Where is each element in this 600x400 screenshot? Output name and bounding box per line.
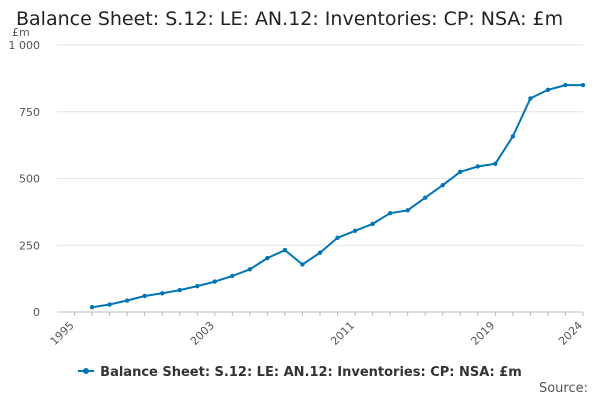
data-point <box>317 250 323 255</box>
data-point <box>300 262 305 267</box>
data-point <box>89 304 95 310</box>
legend-line-marker-icon <box>78 367 95 374</box>
x-tick-label: 2019 <box>468 319 497 348</box>
y-axis-ticks: 0 250 500 750 1 000 <box>9 39 41 319</box>
data-point <box>230 273 235 279</box>
x-tick-label: 1995 <box>48 319 77 348</box>
data-point <box>423 195 428 200</box>
y-tick-label: 0 <box>33 306 40 319</box>
data-point <box>405 208 410 213</box>
chart-title: Balance Sheet: S.12: LE: AN.12: Inventor… <box>16 8 564 30</box>
data-point <box>458 169 463 175</box>
series-line <box>91 84 583 309</box>
data-point <box>580 82 586 88</box>
data-point <box>160 291 165 296</box>
data-point <box>212 279 217 284</box>
data-point <box>440 182 445 188</box>
legend: Balance Sheet: S.12: LE: AN.12: Inventor… <box>0 365 600 380</box>
y-tick-label: 1 000 <box>9 39 41 52</box>
data-point <box>177 287 182 293</box>
data-point <box>352 228 358 234</box>
x-tick-label: 2024 <box>556 319 585 348</box>
data-point <box>545 87 551 93</box>
data-point <box>142 293 147 299</box>
data-point <box>563 82 568 88</box>
y-tick-label: 500 <box>19 173 40 186</box>
data-point <box>265 255 270 261</box>
data-point <box>282 247 288 253</box>
data-point <box>510 134 516 139</box>
data-point <box>493 161 498 167</box>
legend-label: Balance Sheet: S.12: LE: AN.12: Inventor… <box>100 365 522 380</box>
data-point <box>475 164 480 169</box>
data-point <box>528 96 533 101</box>
data-point <box>195 283 200 289</box>
data-point <box>124 298 130 303</box>
x-axis: 1995 2003 2011 2019 2024 <box>48 312 585 348</box>
data-point <box>370 221 375 227</box>
source-label: Source: <box>538 381 588 396</box>
data-point <box>387 211 393 216</box>
gridlines <box>57 44 583 313</box>
x-tick-label: 2011 <box>328 319 357 348</box>
y-tick-label: 750 <box>19 106 40 119</box>
x-tick-label: 2003 <box>188 319 217 348</box>
data-point <box>335 235 340 240</box>
y-axis-unit-label: £m <box>12 26 30 39</box>
data-point <box>247 267 253 272</box>
y-tick-label: 250 <box>19 239 40 252</box>
data-series <box>89 82 586 310</box>
data-point <box>107 302 112 307</box>
